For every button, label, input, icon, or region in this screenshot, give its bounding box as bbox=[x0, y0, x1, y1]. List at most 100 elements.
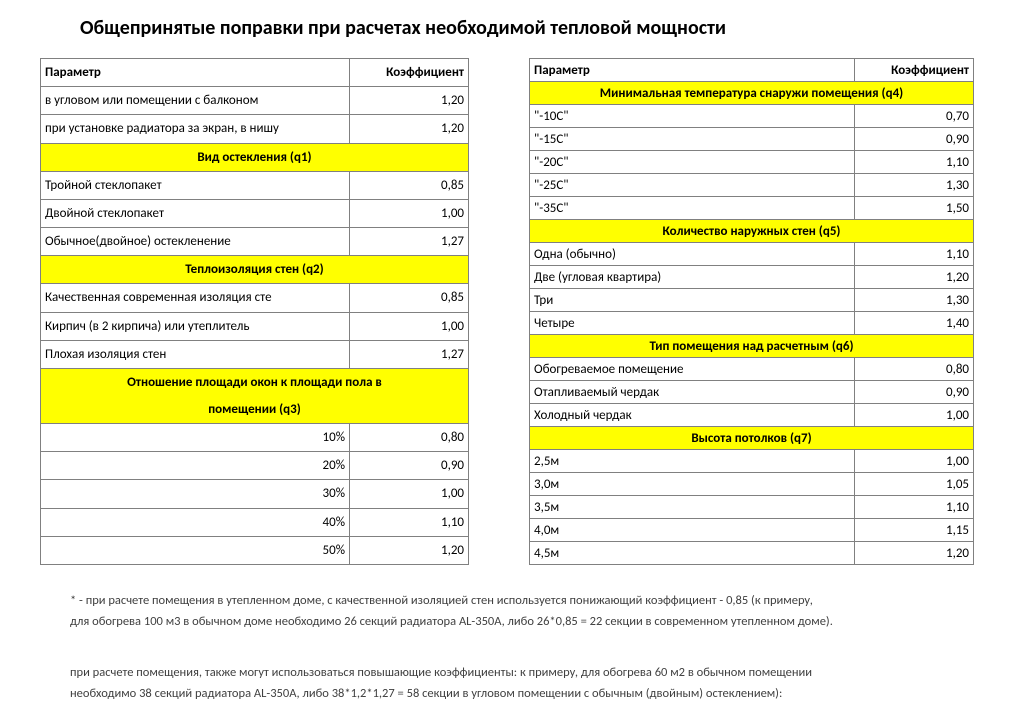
table-row: в угловом или помещении с балконом1,20 bbox=[41, 87, 469, 115]
coef-cell: 1,27 bbox=[350, 228, 469, 256]
page: Общепринятые поправки при расчетах необх… bbox=[0, 0, 1024, 727]
param-cell: Тройной стеклопакет bbox=[41, 171, 350, 199]
param-cell: 10% bbox=[41, 424, 350, 452]
table-row: 30%1,00 bbox=[41, 480, 469, 508]
coef-cell: 1,00 bbox=[854, 450, 973, 473]
param-cell: при установке радиатора за экран, в нишу bbox=[41, 115, 350, 143]
table-row: Три1,30 bbox=[530, 289, 974, 312]
table-row: Кирпич (в 2 кирпича) или утеплитель1,00 bbox=[41, 312, 469, 340]
coef-cell: 1,20 bbox=[350, 536, 469, 564]
left-table: Параметр Коэффициент в угловом или помещ… bbox=[40, 58, 469, 565]
coef-cell: 1,10 bbox=[854, 243, 973, 266]
coef-cell: 0,80 bbox=[350, 424, 469, 452]
param-cell: Плохая изоляция стен bbox=[41, 340, 350, 368]
table-row: 3,0м1,05 bbox=[530, 473, 974, 496]
param-cell: 50% bbox=[41, 536, 350, 564]
table-row: "-15C"0,90 bbox=[530, 128, 974, 151]
coef-cell: 1,00 bbox=[350, 312, 469, 340]
table-row: 10%0,80 bbox=[41, 424, 469, 452]
coef-cell: 1,10 bbox=[350, 508, 469, 536]
coef-cell: 1,20 bbox=[350, 87, 469, 115]
coef-cell: 1,50 bbox=[854, 197, 973, 220]
col-header-coef: Коэффициент bbox=[350, 59, 469, 87]
section-header: Количество наружных стен (q5) bbox=[530, 220, 974, 243]
coef-cell: 1,20 bbox=[854, 542, 973, 565]
param-cell: 2,5м bbox=[530, 450, 855, 473]
table-row: Отапливаемый чердак0,90 bbox=[530, 381, 974, 404]
param-cell: Кирпич (в 2 кирпича) или утеплитель bbox=[41, 312, 350, 340]
coef-cell: 1,15 bbox=[854, 519, 973, 542]
table-row: Двойной стеклопакет1,00 bbox=[41, 199, 469, 227]
table-row: "-10C"0,70 bbox=[530, 105, 974, 128]
coef-cell: 1,00 bbox=[350, 480, 469, 508]
right-table-body: Минимальная температура снаружи помещени… bbox=[530, 82, 974, 565]
coef-cell: 1,00 bbox=[854, 404, 973, 427]
table-row: Плохая изоляция стен1,27 bbox=[41, 340, 469, 368]
footnote-line: при расчете помещения, также могут испол… bbox=[70, 665, 954, 682]
table-row: при установке радиатора за экран, в нишу… bbox=[41, 115, 469, 143]
param-cell: Обычное(двойное) остекленение bbox=[41, 228, 350, 256]
coef-cell: 1,30 bbox=[854, 289, 973, 312]
coef-cell: 0,85 bbox=[350, 171, 469, 199]
param-cell: в угловом или помещении с балконом bbox=[41, 87, 350, 115]
table-row: 4,0м1,15 bbox=[530, 519, 974, 542]
coef-cell: 1,40 bbox=[854, 312, 973, 335]
col-header-param: Параметр bbox=[530, 59, 855, 82]
table-row: "-35C"1,50 bbox=[530, 197, 974, 220]
coef-cell: 1,30 bbox=[854, 174, 973, 197]
param-cell: Обогреваемое помещение bbox=[530, 358, 855, 381]
table-header-row: Параметр Коэффициент bbox=[41, 59, 469, 87]
table-row: Обычное(двойное) остекленение1,27 bbox=[41, 228, 469, 256]
section-header: Высота потолков (q7) bbox=[530, 427, 974, 450]
table-row: Две (угловая квартира)1,20 bbox=[530, 266, 974, 289]
right-table: Параметр Коэффициент Минимальная темпера… bbox=[529, 58, 974, 565]
footnote-line: необходимо 38 секций радиатора AL-350A, … bbox=[70, 686, 954, 703]
footnote-line: для обогрева 100 м3 в обычном доме необх… bbox=[70, 614, 954, 631]
coef-cell: 1,10 bbox=[854, 496, 973, 519]
coef-cell: 1,05 bbox=[854, 473, 973, 496]
coef-cell: 1,20 bbox=[854, 266, 973, 289]
param-cell: 3,0м bbox=[530, 473, 855, 496]
coef-cell: 0,85 bbox=[350, 284, 469, 312]
param-cell: "-10C" bbox=[530, 105, 855, 128]
param-cell: Качественная современная изоляция сте bbox=[41, 284, 350, 312]
footnote-line: * - при расчете помещения в утепленном д… bbox=[70, 593, 954, 610]
tables-container: Параметр Коэффициент в угловом или помещ… bbox=[40, 58, 984, 565]
param-cell: "-15C" bbox=[530, 128, 855, 151]
table-row: 4,5м1,20 bbox=[530, 542, 974, 565]
table-row: Холодный чердак1,00 bbox=[530, 404, 974, 427]
section-header: Минимальная температура снаружи помещени… bbox=[530, 82, 974, 105]
page-title: Общепринятые поправки при расчетах необх… bbox=[80, 16, 984, 40]
section-header: Тип помещения над расчетным (q6) bbox=[530, 335, 974, 358]
table-row: "-20C"1,10 bbox=[530, 151, 974, 174]
section-header: Теплоизоляция стен (q2) bbox=[41, 256, 469, 284]
table-row: Одна (обычно)1,10 bbox=[530, 243, 974, 266]
coef-cell: 1,20 bbox=[350, 115, 469, 143]
coef-cell: 0,80 bbox=[854, 358, 973, 381]
param-cell: 40% bbox=[41, 508, 350, 536]
coef-cell: 1,10 bbox=[854, 151, 973, 174]
coef-cell: 1,00 bbox=[350, 199, 469, 227]
param-cell: 4,0м bbox=[530, 519, 855, 542]
table-row: 20%0,90 bbox=[41, 452, 469, 480]
section-header: помещении (q3) bbox=[41, 396, 469, 424]
coef-cell: 1,27 bbox=[350, 340, 469, 368]
param-cell: 30% bbox=[41, 480, 350, 508]
table-row: 2,5м1,00 bbox=[530, 450, 974, 473]
table-row: Тройной стеклопакет0,85 bbox=[41, 171, 469, 199]
param-cell: Четыре bbox=[530, 312, 855, 335]
param-cell: Три bbox=[530, 289, 855, 312]
param-cell: Двойной стеклопакет bbox=[41, 199, 350, 227]
param-cell: 20% bbox=[41, 452, 350, 480]
param-cell: "-25C" bbox=[530, 174, 855, 197]
coef-cell: 0,70 bbox=[854, 105, 973, 128]
table-row: "-25C"1,30 bbox=[530, 174, 974, 197]
col-header-coef: Коэффициент bbox=[854, 59, 973, 82]
param-cell: 3,5м bbox=[530, 496, 855, 519]
param-cell: Холодный чердак bbox=[530, 404, 855, 427]
table-row: 3,5м1,10 bbox=[530, 496, 974, 519]
left-table-body: в угловом или помещении с балконом1,20пр… bbox=[41, 87, 469, 565]
col-header-param: Параметр bbox=[41, 59, 350, 87]
coef-cell: 0,90 bbox=[854, 128, 973, 151]
param-cell: "-35C" bbox=[530, 197, 855, 220]
